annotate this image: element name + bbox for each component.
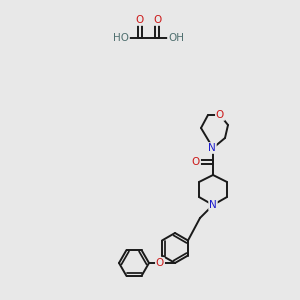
Text: N: N [208, 143, 216, 153]
Text: HO: HO [113, 33, 129, 43]
Text: O: O [216, 110, 224, 120]
Text: OH: OH [168, 33, 184, 43]
Text: O: O [192, 157, 200, 167]
Text: O: O [156, 258, 164, 268]
Text: O: O [136, 15, 144, 25]
Text: N: N [209, 200, 217, 210]
Text: O: O [153, 15, 161, 25]
